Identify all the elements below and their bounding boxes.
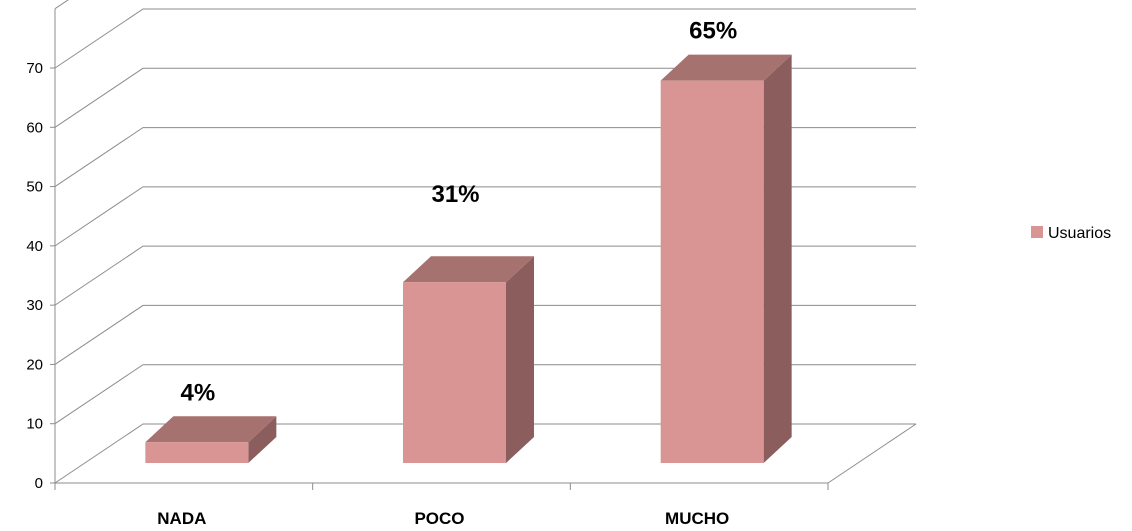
gridline (54, 304, 916, 365)
x-tick-label: NADA (157, 509, 206, 528)
x-axis: NADA POCO MUCHO (157, 509, 729, 528)
bars (145, 54, 792, 464)
bar-side (248, 416, 277, 463)
bar-front (660, 80, 764, 464)
bar-mucho (660, 54, 792, 464)
x-tick-label: MUCHO (665, 509, 729, 528)
gridlines (54, 0, 917, 484)
y-tick-label: 70 (26, 60, 43, 77)
y-tick-label: 0 (35, 475, 43, 492)
bar-top (403, 256, 534, 283)
legend-label-usuarios: Usuarios (1048, 225, 1111, 242)
gridline (54, 127, 916, 187)
legend-swatch-usuarios (1031, 226, 1043, 238)
bar-poco (403, 256, 534, 463)
bar-top (660, 54, 792, 81)
bar-front (145, 442, 249, 463)
gridline (54, 186, 916, 247)
data-label: 65% (689, 18, 737, 45)
data-label: 4% (180, 379, 215, 406)
data-labels: 4% 31% 65% (180, 18, 737, 407)
y-tick-label: 60 (26, 119, 43, 136)
y-tick-label: 20 (26, 356, 43, 373)
gridline (54, 8, 916, 69)
gridline (54, 364, 916, 425)
x-tick-label: POCO (414, 509, 464, 528)
gridline (54, 245, 916, 306)
bar-side (506, 256, 534, 463)
y-tick-label: 10 (26, 416, 43, 433)
gridline (54, 423, 916, 484)
data-label: 31% (431, 181, 479, 208)
floor-edge (827, 423, 917, 484)
y-tick-label: 30 (26, 297, 43, 314)
gridline (54, 0, 69, 10)
y-tick-label: 40 (26, 238, 43, 255)
gridline (54, 67, 916, 128)
bar-top (145, 416, 277, 443)
y-axis: 0 10 20 30 40 50 60 70 (26, 8, 829, 492)
bar-side (763, 54, 792, 464)
y-tick-label: 50 (26, 179, 43, 196)
bar-nada (145, 416, 277, 463)
legend: Usuarios (1031, 225, 1111, 242)
bar-front (403, 282, 506, 463)
